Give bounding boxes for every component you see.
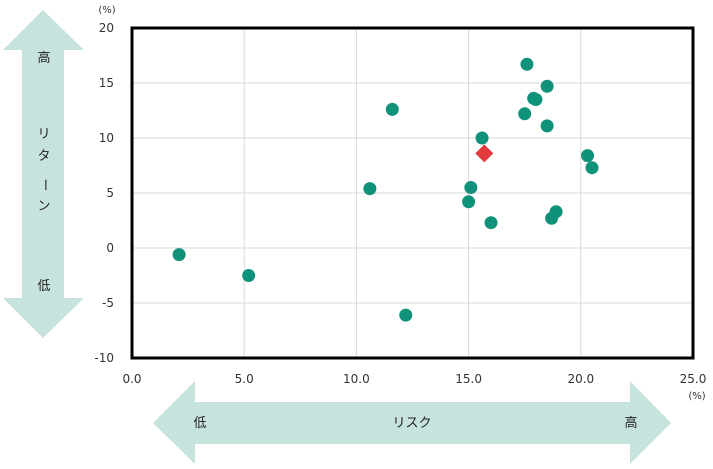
y-unit-label: (%) <box>98 5 115 16</box>
x-tick-label: 0.0 <box>122 372 141 386</box>
risk-arrow <box>153 381 671 464</box>
tick-labels: 20 15 10 5 0 -5 -10 0.0 5.0 10.0 15.0 20.0 25.0 <box>94 21 706 386</box>
data-point <box>385 102 399 116</box>
return-arrow-low-label: 低 <box>37 279 50 294</box>
data-point <box>518 107 532 121</box>
risk-arrow-high-label: 高 <box>624 415 637 431</box>
grid <box>131 27 694 359</box>
data-point <box>363 182 377 196</box>
y-tick-label: 5 <box>106 186 114 200</box>
x-tick-label: 10.0 <box>343 372 370 386</box>
data-point <box>242 269 256 282</box>
data-point-diamond <box>475 144 494 163</box>
return-arrow-high-label: 高 <box>37 50 50 66</box>
y-tick-label: -5 <box>102 296 114 310</box>
risk-arrow-label: リスク <box>392 416 431 431</box>
data-point <box>172 248 186 262</box>
data-point <box>585 161 599 175</box>
data-point <box>540 119 554 133</box>
x-unit-label: (%) <box>688 391 705 402</box>
plot-frame <box>130 26 695 360</box>
data-point <box>581 149 595 163</box>
risk-arrow-low-label: 低 <box>193 416 206 431</box>
data-point <box>484 216 498 230</box>
y-tick-label: 20 <box>99 21 114 35</box>
data-point <box>540 79 554 93</box>
y-tick-label: 10 <box>99 131 114 145</box>
data-point <box>549 205 563 219</box>
x-tick-label: 20.0 <box>567 372 594 386</box>
return-arrow-char-3: ー <box>37 179 52 192</box>
data-point <box>529 93 543 106</box>
y-tick-label: 0 <box>106 241 114 255</box>
data-point <box>520 57 534 71</box>
return-arrow <box>3 10 84 338</box>
y-tick-label: 15 <box>99 76 114 90</box>
return-arrow-char-2: タ <box>37 149 50 164</box>
data-point <box>462 195 476 209</box>
x-tick-label: 15.0 <box>455 372 482 386</box>
data-points <box>172 57 599 322</box>
data-point <box>475 131 489 145</box>
x-tick-label: 5.0 <box>235 372 254 386</box>
return-arrow-char-1: リ <box>37 127 50 142</box>
data-point <box>464 181 478 194</box>
return-arrow-char-4: ン <box>37 199 50 214</box>
y-tick-label: -10 <box>94 351 114 365</box>
x-tick-label: 25.0 <box>680 372 707 386</box>
data-point <box>399 308 413 322</box>
